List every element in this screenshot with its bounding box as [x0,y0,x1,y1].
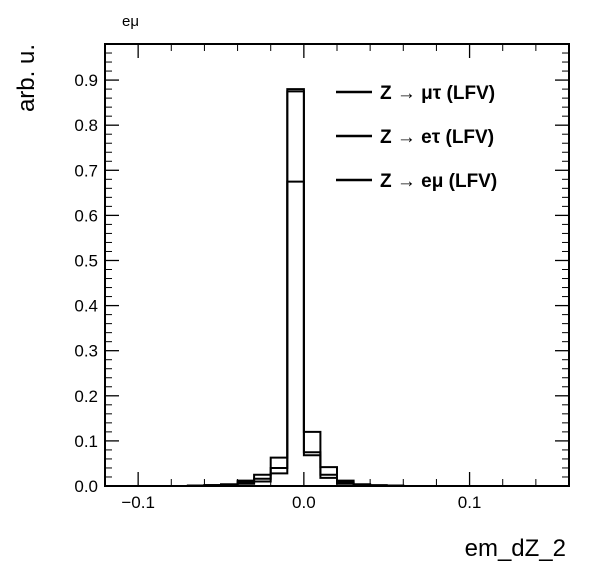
legend-label: Z → eτ (LFV) [380,127,494,148]
y-tick-label: 0.5 [74,251,98,270]
y-tick-label: 0.3 [74,342,98,361]
y-tick-label: 0.6 [74,206,98,225]
x-axis: −0.1 0.0 0.1 [104,44,570,512]
legend-arrow: → [397,127,416,148]
plot-frame [104,43,570,487]
legend-arrow: → [397,83,416,104]
legend: Z → μτ (LFV)Z → eτ (LFV)Z → eμ (LFV) [336,83,497,192]
y-tick-label: 0.4 [74,297,98,316]
x-tick-label: −0.1 [121,493,155,512]
legend-label-part: eτ (LFV) [416,127,494,148]
y-axis-title: arb. u. [13,44,40,112]
y-axis: 0.0 0.1 0.2 0.3 0.4 0.5 0.6 0.7 0.8 0.9 [74,43,569,496]
x-tick-label: 0.1 [458,493,482,512]
x-tick-label: 0.0 [292,493,316,512]
legend-arrow: → [397,171,416,192]
legend-label: Z → μτ (LFV) [380,83,495,104]
x-axis-title: em_dZ_2 [465,535,566,562]
y-tick-label: 0.9 [74,71,98,90]
y-tick-label: 0.1 [74,432,98,451]
legend-label: Z → eμ (LFV) [380,171,497,192]
y-tick-label: 0.2 [74,387,98,406]
legend-label-part: μτ (LFV) [416,83,495,104]
y-tick-label: 0.0 [74,477,98,496]
y-tick-label: 0.8 [74,116,98,135]
y-tick-label: 0.7 [74,161,98,180]
legend-label-part: Z [380,171,397,192]
channel-label: eμ [122,13,139,30]
legend-label-part: Z [380,127,397,148]
legend-label-part: eμ (LFV) [416,171,497,192]
legend-label-part: Z [380,83,397,104]
